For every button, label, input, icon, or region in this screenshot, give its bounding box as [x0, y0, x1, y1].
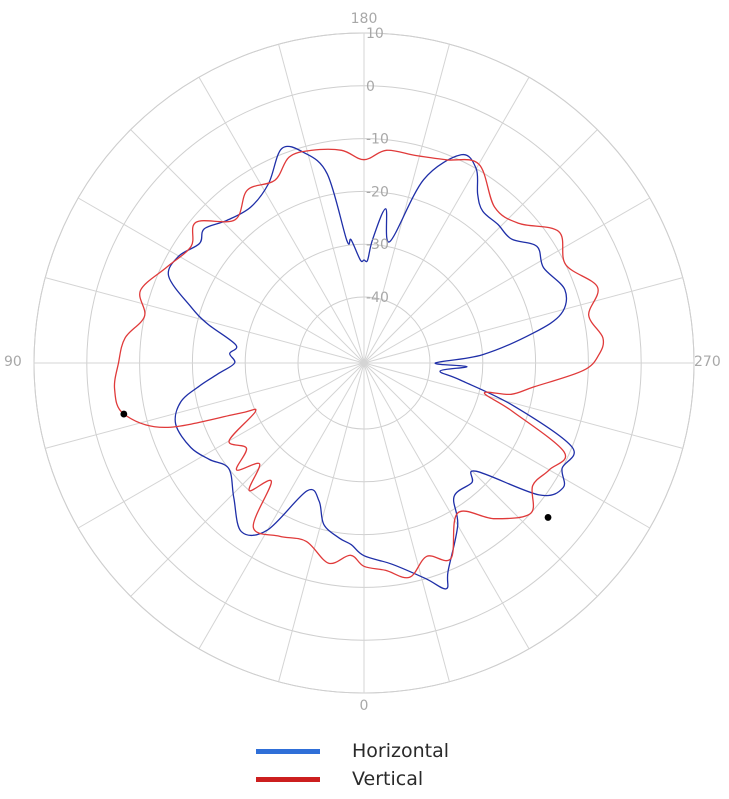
grid-spoke — [198, 362, 365, 650]
angle-label-0: 0 — [360, 698, 369, 714]
radial-tick-label: 0 — [366, 79, 375, 95]
grid-spoke — [363, 362, 651, 529]
grid-spoke — [363, 277, 683, 364]
radial-tick-label: -20 — [366, 184, 389, 200]
grid-spoke — [198, 76, 365, 364]
legend-swatch-vertical — [256, 776, 320, 782]
angle-label-90: 90 — [4, 354, 22, 370]
legend-label-vertical: Vertical — [352, 768, 424, 790]
series-lines — [113, 145, 605, 590]
marker-vertical — [120, 410, 128, 418]
grid-spoke — [278, 362, 365, 682]
grid-spoke — [45, 362, 365, 449]
grid-spoke — [363, 362, 450, 682]
grid-spoke — [363, 44, 450, 364]
grid-spoke — [363, 362, 683, 449]
polar-chart: 180 90 270 0 10 0 -10 -20 -30 -40 — [4, 11, 721, 714]
radial-tick-label: -40 — [366, 290, 389, 306]
grid-spoke — [363, 362, 598, 597]
polar-grid — [33, 32, 695, 694]
grid-spoke — [363, 129, 598, 364]
series-markers — [120, 410, 552, 521]
grid-spoke — [278, 44, 365, 364]
grid-spoke — [77, 197, 365, 364]
grid-spoke — [130, 362, 365, 597]
legend-item-vertical: Vertical — [256, 765, 449, 793]
angle-label-180: 180 — [351, 11, 378, 27]
grid-spoke — [77, 362, 365, 529]
legend-swatch-horizontal — [256, 748, 320, 754]
radial-tick-label: -10 — [366, 132, 389, 148]
grid-spoke — [45, 277, 365, 364]
grid-spoke — [363, 76, 530, 364]
angle-label-270: 270 — [694, 354, 721, 370]
radial-tick-labels: 10 0 -10 -20 -30 -40 — [366, 26, 389, 306]
legend-item-horizontal: Horizontal — [256, 737, 449, 765]
angle-labels: 180 90 270 0 — [4, 11, 721, 714]
grid-spoke — [363, 197, 651, 364]
series-line-horizontal — [167, 145, 575, 590]
radial-tick-label: -30 — [366, 237, 389, 253]
grid-spoke — [363, 362, 530, 650]
legend: Horizontal Vertical — [256, 737, 449, 793]
series-line-vertical — [113, 148, 605, 579]
radial-tick-label: 10 — [366, 26, 384, 42]
marker-horizontal — [544, 514, 552, 521]
grid-spoke — [130, 129, 365, 364]
legend-label-horizontal: Horizontal — [352, 740, 450, 762]
